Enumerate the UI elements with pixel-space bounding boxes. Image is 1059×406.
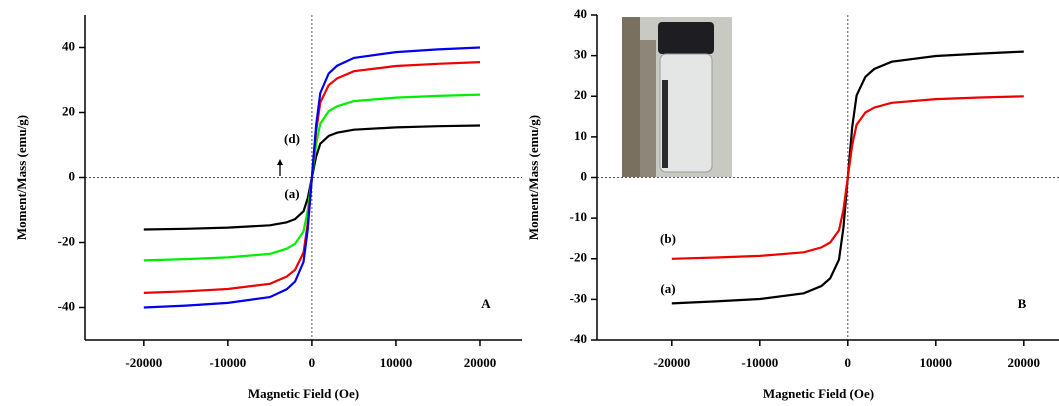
annotation: (a) [284, 186, 299, 201]
x-tick-label: 0 [845, 355, 852, 370]
y-axis-label: Moment/Mass (emu/g) [14, 115, 29, 240]
y-tick-label: -20 [570, 250, 587, 265]
y-axis-label: Moment/Mass (emu/g) [526, 115, 541, 240]
x-tick-label: 20000 [464, 355, 497, 370]
y-tick-label: -40 [58, 298, 75, 313]
x-tick-label: 10000 [920, 355, 953, 370]
y-tick-label: 30 [574, 47, 587, 62]
annotation: B [1018, 296, 1027, 311]
x-tick-label: -10000 [741, 355, 778, 370]
y-tick-label: -20 [58, 233, 75, 248]
y-tick-label: 0 [69, 168, 76, 183]
x-tick-label: -20000 [125, 355, 162, 370]
y-tick-label: 0 [581, 168, 588, 183]
y-tick-label: 20 [62, 103, 75, 118]
y-tick-label: 20 [574, 87, 587, 102]
inset-photo [622, 17, 732, 177]
annotation: (d) [284, 131, 300, 146]
y-tick-label: -10 [570, 209, 587, 224]
y-tick-label: -30 [570, 290, 587, 305]
x-axis-label: Magnetic Field (Oe) [248, 386, 359, 401]
annotation: (a) [660, 281, 675, 296]
data-line [671, 95, 1024, 260]
x-tick-label: 10000 [380, 355, 413, 370]
y-tick-label: -40 [570, 331, 587, 346]
x-tick-label: 20000 [1008, 355, 1041, 370]
data-line [143, 46, 481, 309]
x-tick-label: -10000 [209, 355, 246, 370]
y-tick-label: 40 [62, 38, 75, 53]
x-tick-label: 0 [309, 355, 316, 370]
x-tick-label: -20000 [653, 355, 690, 370]
y-tick-label: 40 [574, 6, 587, 21]
annotation: A [481, 296, 491, 311]
annotation: (b) [660, 231, 676, 246]
x-axis-label: Magnetic Field (Oe) [763, 386, 874, 401]
arrow-head [277, 159, 283, 165]
y-tick-label: 10 [574, 128, 587, 143]
